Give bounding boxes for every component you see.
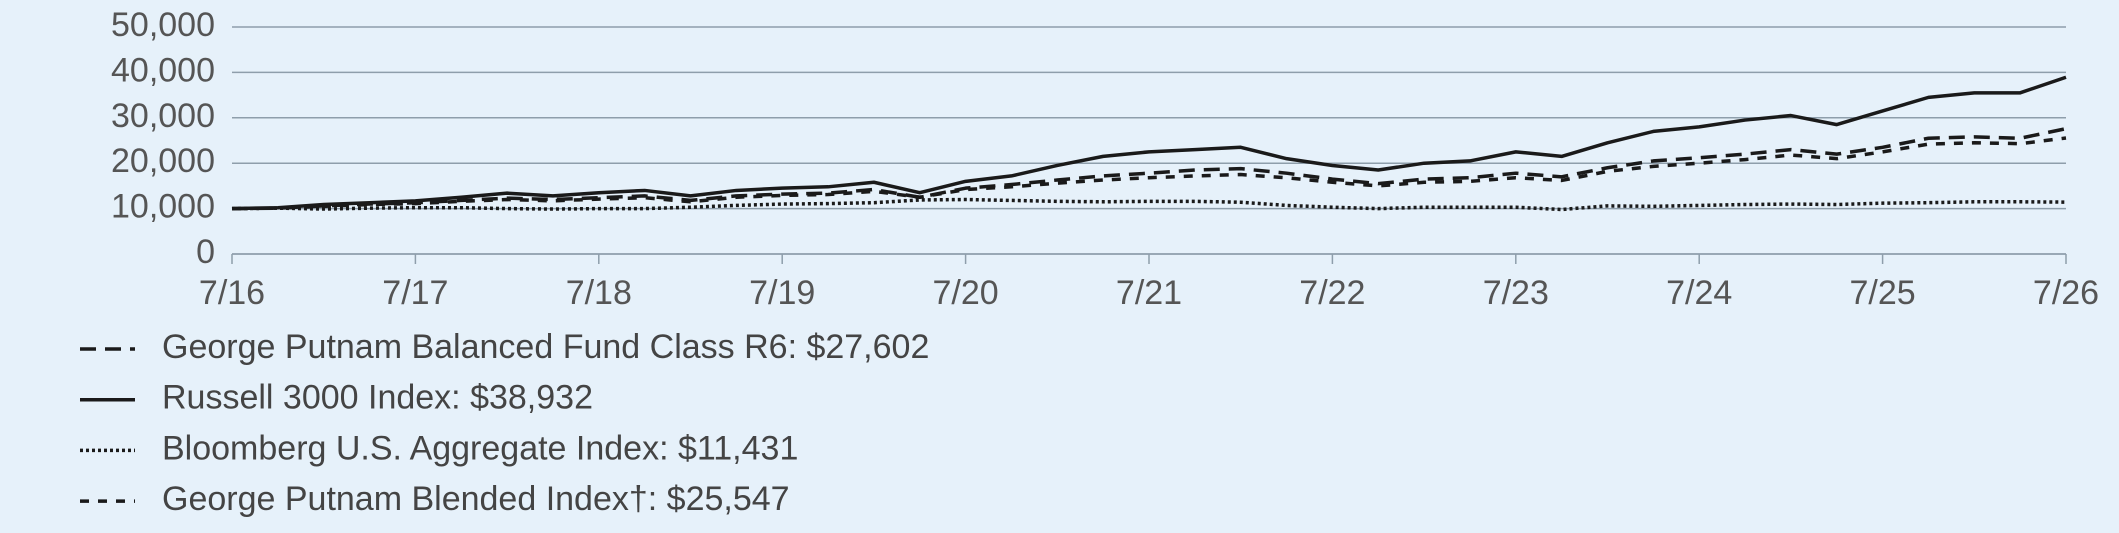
x-tick-label: 7/26 bbox=[2033, 274, 2099, 312]
legend-label: Bloomberg U.S. Aggregate Index: $11,431 bbox=[162, 429, 798, 467]
x-tick-label: 7/17 bbox=[382, 274, 448, 312]
x-tick-label: 7/19 bbox=[749, 274, 815, 312]
series-line bbox=[231, 75, 2067, 211]
y-tick-label: 20,000 bbox=[111, 142, 215, 180]
x-tick-label: 7/21 bbox=[1116, 274, 1182, 312]
x-tick-label: 7/23 bbox=[1483, 274, 1549, 312]
x-tick-label: 7/22 bbox=[1299, 274, 1365, 312]
x-tick-label: 7/24 bbox=[1666, 274, 1732, 312]
y-tick-label: 40,000 bbox=[111, 51, 215, 89]
legend-label: George Putnam Blended Index†: $25,547 bbox=[162, 480, 790, 518]
x-tick-label: 7/20 bbox=[933, 274, 999, 312]
y-tick-label: 10,000 bbox=[111, 188, 215, 226]
legend-label: George Putnam Balanced Fund Class R6: $2… bbox=[162, 328, 929, 366]
x-tick-label: 7/18 bbox=[566, 274, 632, 312]
series-line bbox=[231, 126, 2067, 211]
y-tick-label: 50,000 bbox=[111, 6, 215, 44]
x-tick-label: 7/16 bbox=[199, 274, 265, 312]
y-tick-label: 0 bbox=[196, 233, 215, 271]
legend-label: Russell 3000 Index: $38,932 bbox=[162, 379, 593, 417]
y-tick-label: 30,000 bbox=[111, 97, 215, 135]
x-tick-label: 7/25 bbox=[1850, 274, 1916, 312]
series-line bbox=[231, 136, 2067, 211]
